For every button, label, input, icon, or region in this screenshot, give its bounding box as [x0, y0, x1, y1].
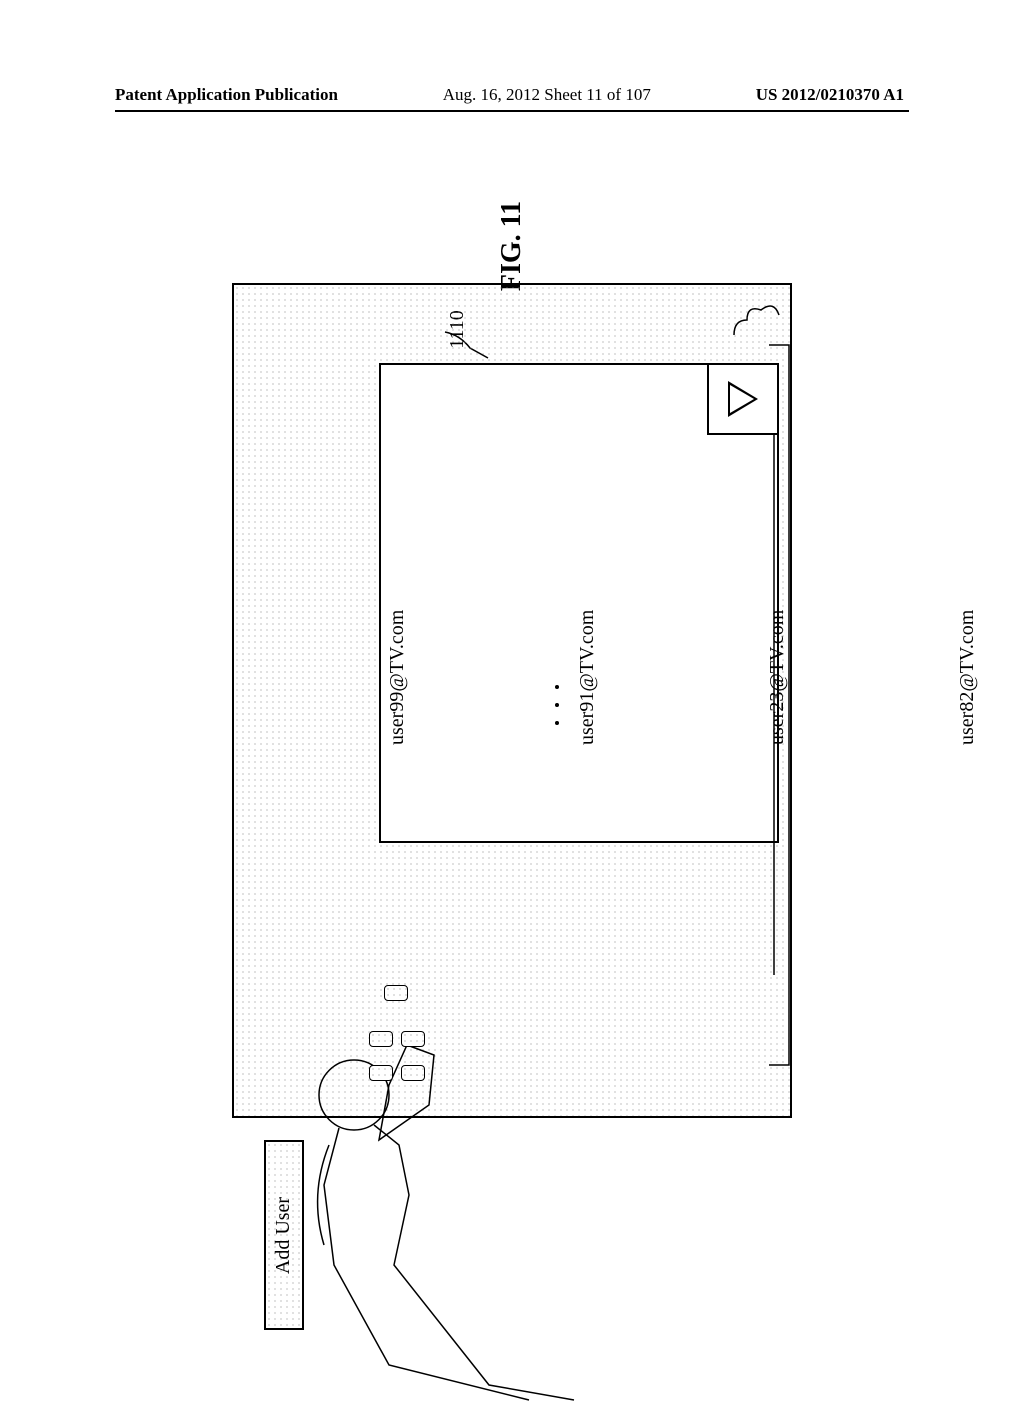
- user-list: user99@TV.com user91@TV.com user23@TV.co…: [386, 745, 1024, 768]
- header-publication: Patent Application Publication: [115, 85, 338, 105]
- chevron-down-icon: [728, 381, 758, 417]
- list-item[interactable]: user99@TV.com: [386, 565, 409, 745]
- ellipsis-icon: [555, 685, 559, 725]
- speech-bubble-icon: [384, 985, 408, 1001]
- speech-bubble-icon: [369, 1065, 393, 1081]
- list-item[interactable]: user91@TV.com: [576, 565, 599, 745]
- add-user-label: Add User: [273, 1196, 296, 1273]
- figure-label: FIG. 11: [496, 201, 528, 291]
- speech-bubble-icon: [401, 1065, 425, 1081]
- dropdown-arrow-button[interactable]: [707, 365, 777, 435]
- add-user-button[interactable]: Add User: [264, 1140, 304, 1330]
- person-silhouette: [279, 845, 579, 1405]
- header-date-sheet: Aug. 16, 2012 Sheet 11 of 107: [443, 85, 651, 105]
- list-item[interactable]: user23@TV.com: [766, 565, 789, 745]
- speech-bubble-icon: [401, 1031, 425, 1047]
- user-dropdown[interactable]: user99@TV.com user91@TV.com user23@TV.co…: [379, 363, 779, 843]
- header-rule: [115, 110, 909, 112]
- thought-curve: [729, 295, 789, 345]
- speech-bubble-icon: [369, 1031, 393, 1047]
- header-pub-number: US 2012/0210370 A1: [756, 85, 904, 105]
- page-header: Patent Application Publication Aug. 16, …: [0, 85, 1024, 105]
- list-item[interactable]: user82@TV.com: [956, 565, 979, 745]
- tv-screen: Add User user99@TV.com user91@TV.com use…: [232, 283, 792, 1118]
